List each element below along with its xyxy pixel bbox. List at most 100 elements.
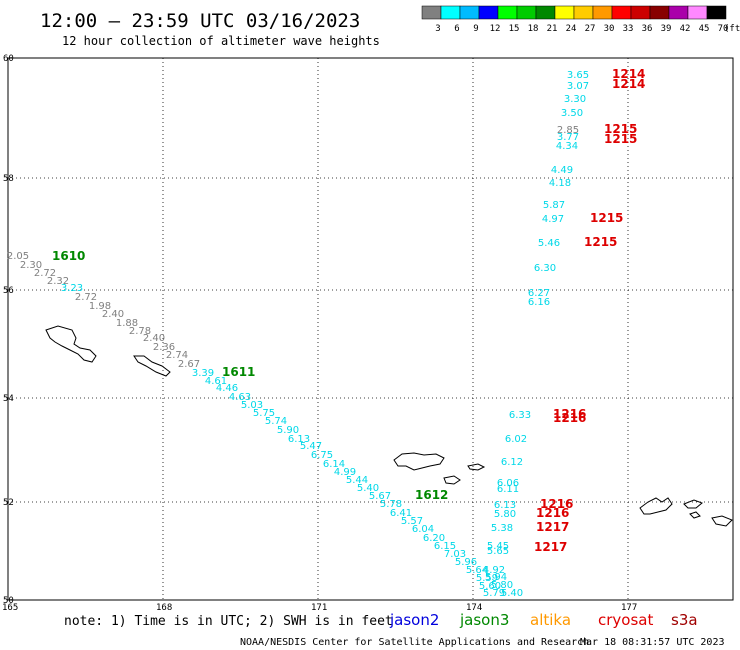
wave-reading: 6.20	[423, 533, 445, 544]
wave-reading: 4.49	[551, 165, 573, 176]
lon-label-165: 165	[2, 603, 18, 613]
wave-reading: 5.80	[494, 509, 516, 520]
legend-label-3: 3	[435, 24, 440, 34]
legend-label-45: 45	[699, 24, 710, 34]
pass-label: 1610	[52, 249, 85, 263]
pass-label: 1215	[590, 211, 623, 225]
legend-label-36: 36	[642, 24, 653, 34]
lat-label-60: 60	[3, 54, 14, 64]
wave-reading: 5.79	[483, 588, 505, 599]
wave-reading: 2.36	[153, 342, 175, 353]
lon-label-174: 174	[466, 603, 482, 613]
legend-swatch-12	[478, 5, 499, 20]
island-kiska	[393, 452, 445, 471]
wave-reading: 2.05	[7, 251, 29, 262]
wave-reading: 2.72	[34, 268, 56, 279]
coastlines	[45, 325, 733, 527]
pass-label: 1215	[584, 235, 617, 249]
legend-swatch-70	[706, 5, 727, 20]
lon-label-171: 171	[311, 603, 327, 613]
wave-reading: 2.72	[75, 292, 97, 303]
wave-reading: 5.90	[277, 425, 299, 436]
island-small-5	[689, 511, 701, 519]
pass-label: 1611	[222, 365, 255, 379]
pass-label: 1217	[534, 540, 567, 554]
wave-reading: 5.60	[479, 581, 501, 592]
wave-reading: 1.98	[89, 301, 111, 312]
pass-label: 1214	[612, 67, 645, 81]
island-small-2	[467, 463, 486, 471]
island-attu	[45, 325, 97, 363]
legend-swatch-3	[421, 5, 442, 20]
wave-reading: 6.04	[412, 524, 434, 535]
island-agattu	[133, 355, 171, 377]
footer-note: note: 1) Time is in UTC; 2) SWH is in fe…	[64, 614, 393, 629]
wave-reading: 6.13	[494, 500, 516, 511]
wave-reading: 5.46	[538, 238, 560, 249]
wave-reading: 5.80	[491, 580, 513, 591]
wave-reading: 6.15	[434, 541, 456, 552]
legend-swatch-42	[668, 5, 689, 20]
legend-swatch-27	[573, 5, 594, 20]
wave-reading: 3.23	[61, 283, 83, 294]
pass-label: 1215	[604, 132, 637, 146]
island-small-3	[683, 499, 703, 509]
wave-reading: 3.50	[561, 108, 583, 119]
legend-label-27: 27	[585, 24, 596, 34]
wave-reading: 5.74	[265, 416, 287, 427]
satellite-altika: altika	[530, 611, 571, 629]
pass-label: 1612	[415, 488, 448, 502]
map-frame	[7, 57, 734, 601]
wave-reading: 6.30	[534, 263, 556, 274]
wave-reading: 5.87	[543, 200, 565, 211]
island-small-1	[443, 475, 461, 485]
wave-reading: 5.47	[300, 441, 322, 452]
wave-reading: 2.40	[102, 309, 124, 320]
pass-label: 1215	[604, 122, 637, 136]
satellite-legend: jason2 jason3 altika cryosat s3a	[389, 611, 698, 629]
legend-unit: (ft)	[724, 24, 740, 34]
wave-reading: 5.94	[485, 572, 507, 583]
graticule	[8, 58, 733, 600]
island-adak	[639, 497, 673, 515]
wave-reading: 6.14	[323, 459, 345, 470]
pass-label: 1214	[612, 77, 645, 91]
satellite-cryosat: cryosat	[598, 611, 653, 629]
legend-label-15: 15	[509, 24, 520, 34]
legend-swatch-36	[630, 5, 651, 20]
wave-reading: 4.34	[556, 141, 578, 152]
wave-reading: 4.92	[483, 565, 505, 576]
pass-label: 1216	[540, 497, 573, 511]
wave-reading: 5.78	[380, 499, 402, 510]
wave-reading: 6.06	[497, 478, 519, 489]
map-title: 12:00 — 23:59 UTC 03/16/2023	[40, 10, 360, 32]
wave-reading: 6.13	[288, 434, 310, 445]
satellite-jason2: jason2	[389, 611, 439, 629]
wave-height-readings: 2.052.302.722.323.232.721.982.401.882.78…	[7, 70, 589, 599]
legend-swatch-18	[516, 5, 537, 20]
lat-label-58: 58	[3, 174, 14, 184]
wave-reading: 2.30	[20, 260, 42, 271]
wave-reading: 5.03	[241, 400, 263, 411]
wave-reading: 5.57	[401, 516, 423, 527]
wave-reading: 4.63	[229, 392, 251, 403]
wave-reading: 5.40	[501, 588, 523, 599]
wave-reading: 5.96	[455, 557, 477, 568]
wave-reading: 2.85	[557, 125, 579, 136]
legend-label-18: 18	[528, 24, 539, 34]
wave-reading: 5.67	[369, 491, 391, 502]
pass-label: 1216	[553, 407, 586, 421]
wave-reading: 5.45	[487, 541, 509, 552]
legend-label-12: 12	[490, 24, 501, 34]
legend-label-21: 21	[547, 24, 558, 34]
wave-reading: 7.03	[444, 549, 466, 560]
legend-swatch-6	[440, 5, 461, 20]
wave-reading: 3.30	[564, 94, 586, 105]
legend-swatch-24	[554, 5, 575, 20]
legend-label-9: 9	[473, 24, 478, 34]
island-small-4	[711, 515, 733, 527]
lat-label-52: 52	[3, 498, 14, 508]
wave-reading: 6.16	[528, 297, 550, 308]
wave-reading: 2.67	[178, 359, 200, 370]
wave-reading: 5.65	[487, 546, 509, 557]
